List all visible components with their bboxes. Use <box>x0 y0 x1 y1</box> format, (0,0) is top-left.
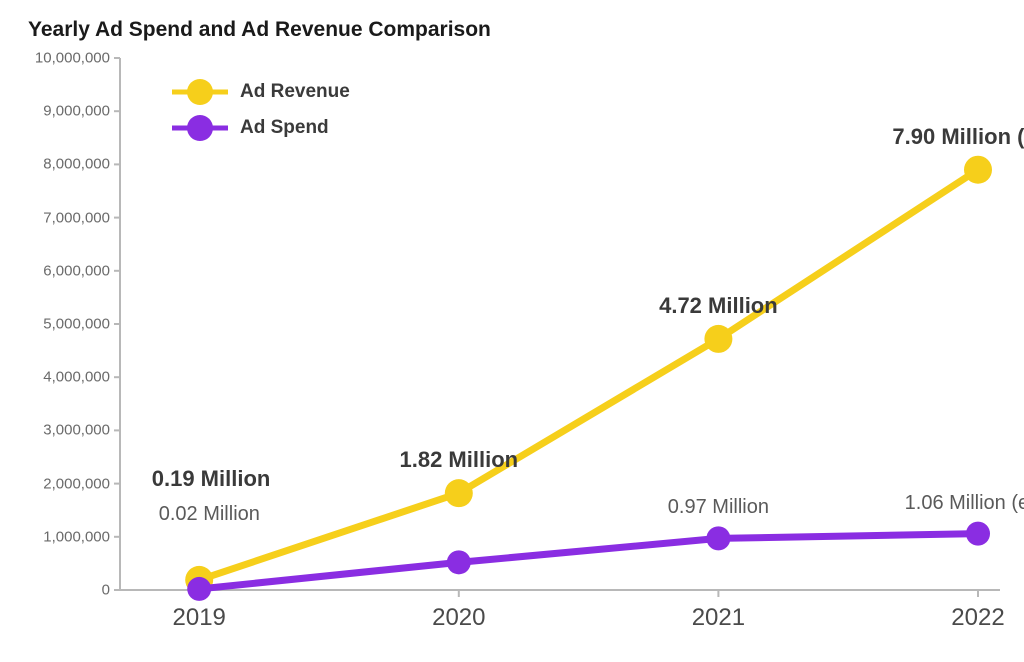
x-tick-label: 2020 <box>432 604 485 632</box>
data-point-label: 4.72 Million <box>659 293 778 319</box>
y-tick-label: 0 <box>102 582 110 599</box>
legend-label-revenue: Ad Revenue <box>240 81 350 103</box>
y-tick-label: 8,000,000 <box>43 156 110 173</box>
data-point-label: 0.97 Million <box>668 496 769 519</box>
y-tick-label: 9,000,000 <box>43 103 110 120</box>
data-point-label: 1.82 Million <box>400 447 519 473</box>
y-tick-label: 2,000,000 <box>43 475 110 492</box>
y-tick-label: 1,000,000 <box>43 528 110 545</box>
legend-label-spend: Ad Spend <box>240 117 329 139</box>
legend-swatch-revenue <box>172 80 228 104</box>
data-point-label: 0.19 Million <box>152 466 271 492</box>
y-tick-label: 4,000,000 <box>43 369 110 386</box>
y-tick-label: 5,000,000 <box>43 316 110 333</box>
legend-item-revenue: Ad Revenue <box>172 80 350 104</box>
legend-swatch-spend <box>172 116 228 140</box>
legend-dot-spend <box>187 115 213 141</box>
legend-item-spend: Ad Spend <box>172 116 350 140</box>
x-tick-label: 2022 <box>951 604 1004 632</box>
y-tick-label: 7,000,000 <box>43 209 110 226</box>
chart-plot-svg <box>0 0 1024 662</box>
data-point-label: 1.06 Million (est) <box>905 492 1024 515</box>
chart-container: Yearly Ad Spend and Ad Revenue Compariso… <box>0 0 1024 662</box>
x-tick-label: 2019 <box>172 604 225 632</box>
data-point-label: 0.02 Million <box>159 503 260 526</box>
y-tick-label: 10,000,000 <box>35 50 110 67</box>
y-tick-label: 6,000,000 <box>43 262 110 279</box>
legend-dot-revenue <box>187 79 213 105</box>
legend: Ad Revenue Ad Spend <box>172 80 350 140</box>
x-tick-label: 2021 <box>692 604 745 632</box>
data-point-label: 7.90 Million (est) <box>892 124 1024 150</box>
y-tick-label: 3,000,000 <box>43 422 110 439</box>
